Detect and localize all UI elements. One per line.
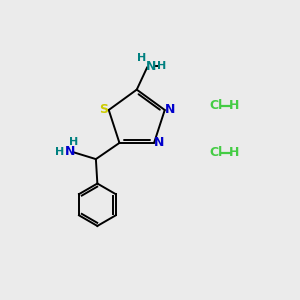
Text: N: N bbox=[154, 136, 164, 149]
Text: N: N bbox=[165, 103, 175, 116]
Text: H: H bbox=[157, 61, 167, 71]
Text: N: N bbox=[65, 145, 76, 158]
Text: H: H bbox=[69, 137, 78, 147]
Text: H: H bbox=[229, 99, 239, 112]
Text: H: H bbox=[229, 146, 239, 159]
Text: S: S bbox=[99, 103, 108, 116]
Text: H: H bbox=[136, 53, 146, 63]
Text: Cl: Cl bbox=[209, 99, 222, 112]
Text: N: N bbox=[146, 60, 156, 73]
Text: Cl: Cl bbox=[209, 146, 222, 159]
Text: H: H bbox=[55, 147, 64, 157]
